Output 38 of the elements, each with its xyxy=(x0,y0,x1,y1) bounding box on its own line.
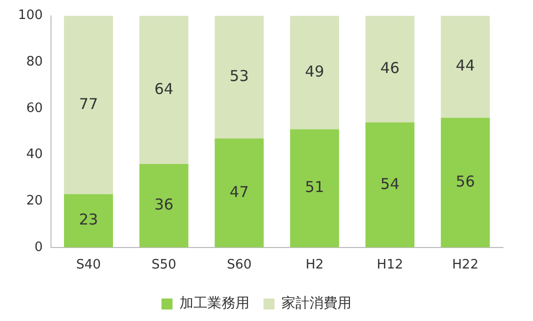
data-label: 77 xyxy=(78,94,98,113)
bar xyxy=(290,129,340,248)
x-tick-label: H2 xyxy=(306,258,324,273)
y-tick-label: 100 xyxy=(18,8,43,24)
y-tick-label: 60 xyxy=(26,100,43,116)
legend-label: 加工業務用 xyxy=(180,296,250,312)
x-tick-label: S60 xyxy=(226,258,252,273)
legend-label: 家計消費用 xyxy=(282,296,352,312)
bar xyxy=(214,138,264,248)
bar xyxy=(365,16,414,122)
y-tick-label: 0 xyxy=(34,240,43,255)
bar xyxy=(64,16,113,194)
y-tick-label: 80 xyxy=(26,54,43,70)
data-label: 36 xyxy=(154,196,174,214)
x-tick-label: H22 xyxy=(452,258,478,273)
bar xyxy=(440,118,490,248)
bar xyxy=(440,16,490,118)
y-tick-label: 40 xyxy=(26,147,43,162)
bar xyxy=(365,122,414,248)
x-tick-label: H12 xyxy=(376,258,404,273)
bar xyxy=(139,164,188,248)
data-label: 44 xyxy=(456,56,475,75)
bar xyxy=(290,16,340,130)
bar xyxy=(139,16,188,164)
data-label: 46 xyxy=(380,58,400,77)
x-tick-label: S50 xyxy=(151,258,176,273)
data-label: 23 xyxy=(78,210,98,229)
x-tick-label: S40 xyxy=(76,258,101,273)
data-label: 56 xyxy=(456,172,475,190)
bar xyxy=(214,16,264,139)
data-label: 53 xyxy=(230,67,249,86)
data-label: 54 xyxy=(380,174,400,193)
bar xyxy=(64,194,113,248)
data-label: 51 xyxy=(305,178,324,196)
data-label: 47 xyxy=(230,182,249,201)
y-tick-label: 20 xyxy=(26,193,43,208)
data-label: 64 xyxy=(154,80,174,98)
data-label: 49 xyxy=(305,62,324,80)
